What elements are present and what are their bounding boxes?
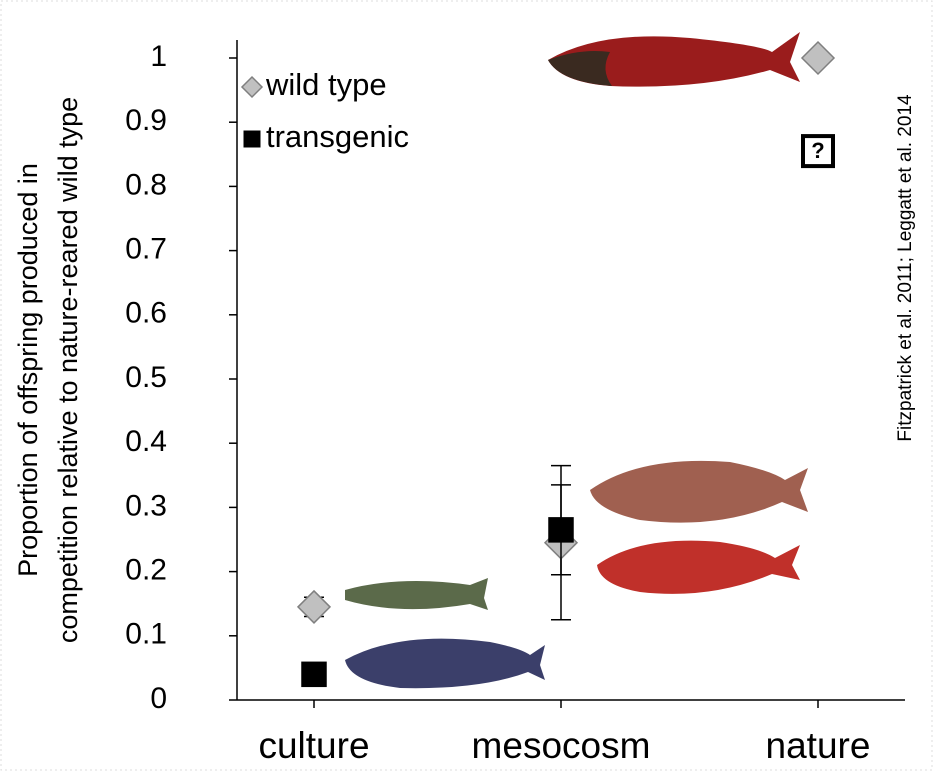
- legend-label: transgenic: [266, 119, 409, 154]
- y-tick-label: 0.7: [125, 233, 167, 266]
- y-axis-label: competition relative to nature-reared wi…: [53, 97, 83, 643]
- point: [548, 517, 574, 543]
- value-label: ?: [811, 138, 824, 163]
- point: [802, 42, 834, 74]
- chart: Proportion of offspring produced in comp…: [0, 0, 933, 771]
- y-tick-label: 0.6: [125, 297, 167, 330]
- x-tick-label: nature: [766, 725, 871, 766]
- legend-marker: [242, 77, 262, 97]
- x-tick-label: culture: [258, 725, 369, 766]
- x-tick-label: mesocosm: [472, 725, 651, 766]
- y-tick-label: 0.5: [125, 361, 167, 394]
- y-tick-label: 0.4: [125, 425, 167, 458]
- y-tick-label: 1: [150, 40, 167, 73]
- y-tick-label: 0.2: [125, 554, 167, 587]
- fish-illustration: [345, 32, 808, 688]
- y-tick-label: 0.1: [125, 618, 167, 651]
- y-tick-label: 0.9: [125, 104, 167, 137]
- legend-marker: [244, 131, 261, 148]
- legend-label: wild type: [265, 67, 387, 102]
- y-axis-label: Proportion of offspring produced in: [13, 163, 43, 577]
- point: [301, 662, 327, 688]
- citation: Fitzpatrick et al. 2011; Leggatt et al. …: [895, 94, 916, 442]
- y-tick-label: 0.8: [125, 168, 167, 201]
- y-tick-label: 0: [150, 682, 167, 715]
- y-tick-label: 0.3: [125, 489, 167, 522]
- point: [298, 591, 330, 623]
